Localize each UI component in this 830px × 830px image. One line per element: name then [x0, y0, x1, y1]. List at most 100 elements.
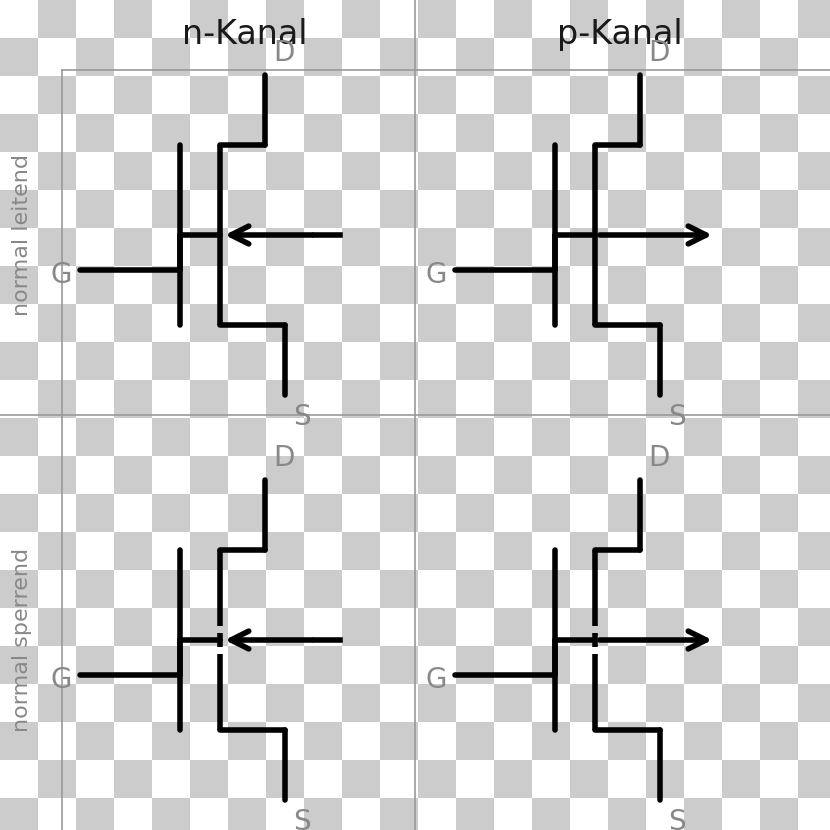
Bar [38, 456, 76, 494]
Bar [76, 266, 114, 304]
Bar [190, 608, 228, 646]
Bar [152, 304, 190, 342]
Bar [532, 228, 570, 266]
Bar [684, 76, 722, 114]
Bar [456, 190, 494, 228]
Bar [684, 494, 722, 532]
Bar [570, 456, 608, 494]
Bar [798, 342, 830, 380]
Bar [684, 114, 722, 152]
Bar [228, 190, 266, 228]
Bar [0, 722, 38, 760]
Bar [494, 114, 532, 152]
Bar [76, 418, 114, 456]
Bar [38, 152, 76, 190]
Bar [722, 532, 760, 570]
Bar [418, 608, 456, 646]
Bar [114, 152, 152, 190]
Bar [152, 152, 190, 190]
Bar [152, 342, 190, 380]
Bar [190, 456, 228, 494]
Bar [722, 380, 760, 418]
Bar [304, 760, 342, 798]
Bar [684, 798, 722, 830]
Bar [0, 532, 38, 570]
Bar [646, 570, 684, 608]
Bar [722, 494, 760, 532]
Bar [38, 0, 76, 38]
Bar [304, 798, 342, 830]
Bar [228, 798, 266, 830]
Bar [76, 798, 114, 830]
Bar [570, 76, 608, 114]
Bar [380, 646, 418, 684]
Bar [760, 342, 798, 380]
Bar [380, 722, 418, 760]
Bar [608, 76, 646, 114]
Bar [38, 722, 76, 760]
Bar [532, 722, 570, 760]
Bar [418, 684, 456, 722]
Text: G: G [426, 261, 447, 289]
Bar [0, 0, 38, 38]
Bar [456, 380, 494, 418]
Bar [0, 760, 38, 798]
Bar [684, 684, 722, 722]
Bar [342, 76, 380, 114]
Bar [494, 190, 532, 228]
Bar [266, 304, 304, 342]
Bar [152, 646, 190, 684]
Bar [0, 456, 38, 494]
Bar [266, 494, 304, 532]
Bar [76, 380, 114, 418]
Bar [646, 722, 684, 760]
Bar [152, 418, 190, 456]
Bar [114, 304, 152, 342]
Bar [266, 570, 304, 608]
Bar [38, 114, 76, 152]
Bar [494, 342, 532, 380]
Bar [798, 152, 830, 190]
Bar [760, 38, 798, 76]
Bar [228, 532, 266, 570]
Bar [456, 532, 494, 570]
Bar [228, 684, 266, 722]
Bar [114, 0, 152, 38]
Bar [114, 38, 152, 76]
Bar [76, 608, 114, 646]
Bar [380, 76, 418, 114]
Bar [190, 304, 228, 342]
Bar [38, 190, 76, 228]
Bar [570, 418, 608, 456]
Bar [684, 190, 722, 228]
Bar [456, 608, 494, 646]
Text: G: G [51, 261, 72, 289]
Bar [760, 304, 798, 342]
Bar [266, 532, 304, 570]
Bar [760, 684, 798, 722]
Bar [532, 380, 570, 418]
Bar [0, 494, 38, 532]
Bar [304, 608, 342, 646]
Bar [760, 494, 798, 532]
Bar [304, 0, 342, 38]
Bar [646, 76, 684, 114]
Bar [418, 532, 456, 570]
Text: p-Kanal: p-Kanal [557, 18, 683, 51]
Bar [76, 570, 114, 608]
Bar [38, 684, 76, 722]
Bar [304, 114, 342, 152]
Bar [456, 114, 494, 152]
Bar [760, 266, 798, 304]
Bar [760, 532, 798, 570]
Bar [798, 418, 830, 456]
Bar [722, 342, 760, 380]
Bar [380, 608, 418, 646]
Bar [342, 608, 380, 646]
Bar [342, 380, 380, 418]
Bar [190, 798, 228, 830]
Bar [532, 342, 570, 380]
Bar [532, 0, 570, 38]
Bar [38, 532, 76, 570]
Bar [646, 266, 684, 304]
